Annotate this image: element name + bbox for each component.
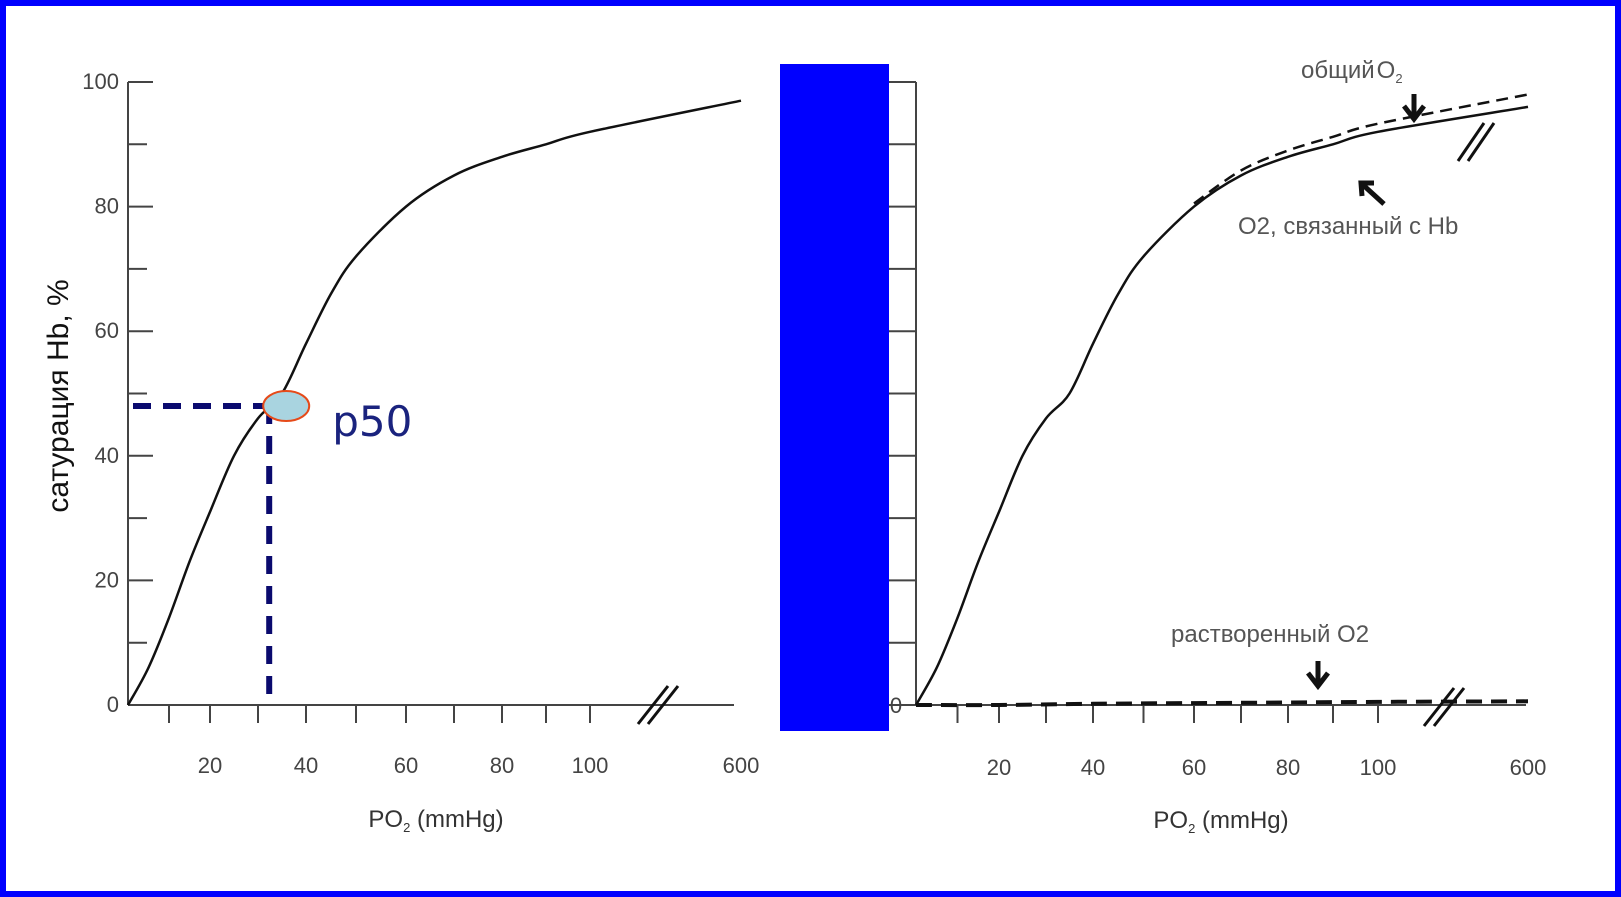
right-chart: 0 20 40 60 80 100 600 общийO2 O2, связанный с…: [889, 57, 1546, 836]
p50-marker: [262, 390, 311, 422]
x-tick-label: 60: [394, 753, 418, 778]
left-saturation-curve: [126, 99, 742, 706]
total-o2-label: общийO2: [1301, 57, 1403, 86]
y-tick-label: 80: [95, 194, 119, 219]
x-tick-label: 80: [1276, 755, 1300, 780]
left-axis-break-icon: [636, 685, 680, 725]
x-tick-label: 600: [1510, 755, 1547, 780]
left-y-ticks: 0 20 40 60 80 100: [82, 69, 153, 717]
p50-dashed-guide: [133, 403, 273, 703]
x-tick-label: 60: [1182, 755, 1206, 780]
right-y-ticks: 0: [889, 81, 916, 718]
down-arrow-icon: [1402, 94, 1426, 124]
x-tick-label: 100: [572, 753, 609, 778]
x-tick-label: 20: [987, 755, 1011, 780]
dissolved-o2-label: растворенный O2: [1171, 621, 1369, 648]
left-x-ticks: 20 40 60 80 100 600: [168, 705, 760, 778]
left-x-axis-title: PO2 (mmHg): [368, 806, 503, 835]
y-tick-label: 20: [95, 567, 119, 592]
right-bottom-break-icon: [1422, 687, 1466, 727]
down-arrow-icon: [1306, 661, 1330, 691]
y-tick-label: 0: [890, 693, 902, 718]
right-x-axis-title: PO2 (mmHg): [1153, 807, 1288, 836]
x-tick-label: 600: [723, 753, 760, 778]
y-tick-label: 100: [82, 69, 119, 94]
bound-o2-curve: [914, 105, 1529, 706]
y-tick-label: 40: [95, 443, 119, 468]
x-tick-label: 20: [198, 753, 222, 778]
total-o2-curve: [1193, 93, 1529, 205]
left-chart: 0 20 40 60 80 100 20 40 60 80 100 600 p50 сатураци…: [42, 69, 759, 835]
left-y-axis-title: сатурация Hb, %: [42, 279, 75, 512]
dissolved-o2-curve: [915, 699, 1529, 708]
blue-cover-block: [780, 64, 889, 731]
x-tick-label: 40: [294, 753, 318, 778]
x-tick-label: 80: [490, 753, 514, 778]
x-tick-label: 100: [1360, 755, 1397, 780]
up-left-arrow-icon: [1358, 180, 1386, 206]
right-x-ticks: 20 40 60 80 100 600: [956, 705, 1547, 780]
right-top-break-icon: [1456, 122, 1496, 162]
x-tick-label: 40: [1081, 755, 1105, 780]
slide: 0 20 40 60 80 100 20 40 60 80 100 600 p50 сатураци…: [6, 6, 1615, 891]
bound-o2-label: O2, связанный с Hb: [1238, 213, 1458, 240]
p50-label: p50: [332, 397, 412, 446]
y-tick-label: 0: [107, 692, 119, 717]
y-tick-label: 60: [95, 318, 119, 343]
